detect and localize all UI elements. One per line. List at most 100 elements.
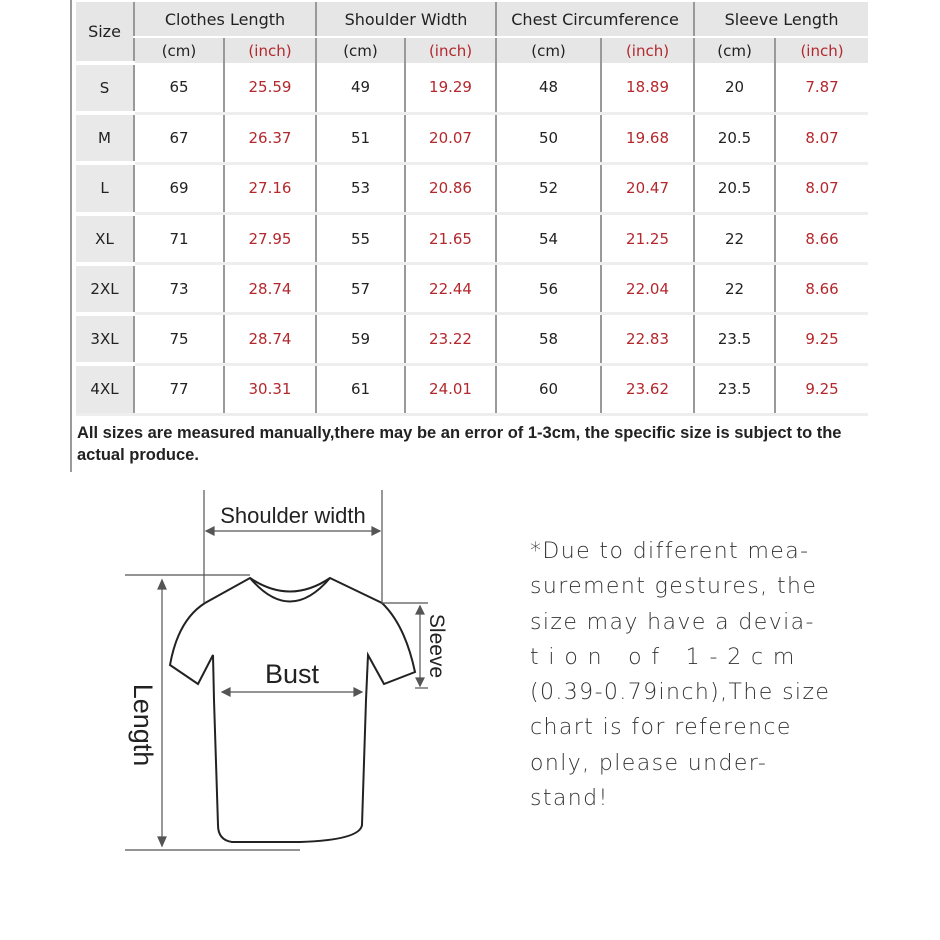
cm-value: 22 [693,213,776,264]
disclaimer-line: chart is for reference [530,715,792,741]
cm-value: 75 [133,313,224,365]
cm-value: 73 [133,263,224,314]
measurement-note: All sizes are measured manually,there ma… [77,424,842,464]
size-chart-table: Size Clothes Length Shoulder Width Chest… [76,2,869,416]
unit-cm-header: (cm) [693,37,776,63]
inch-value: 8.07 [774,163,869,214]
table-row: XL 71 27.95 55 21.65 54 21.25 22 8.66 [76,211,869,264]
table-row: L 69 27.16 53 20.86 52 20.47 20.5 8.07 [76,161,869,214]
cm-value: 60 [495,364,602,415]
group-header: Shoulder Width [314,2,497,38]
table-row: M 67 26.37 51 20.07 50 19.68 20.5 8.07 [76,111,869,164]
inch-value: 22.83 [600,313,695,365]
inch-value: 27.16 [223,163,316,214]
cm-value: 71 [133,213,224,264]
cm-value: 52 [495,163,602,214]
tshirt-outline [168,576,417,843]
unit-cm-header: (cm) [133,37,224,63]
inch-value: 30.31 [223,364,316,415]
unit-cm-header: (cm) [495,37,602,63]
cm-value: 58 [495,313,602,365]
inch-value: 25.59 [223,63,316,114]
inch-value: 8.66 [774,213,869,264]
cm-value: 53 [315,163,405,214]
disclaimer-text: *Due to different mea-surement gestures,… [530,534,830,816]
size-header: Size [76,2,134,64]
cm-value: 50 [495,113,602,164]
unit-cm-header: (cm) [315,37,405,63]
inch-value: 28.74 [223,263,316,314]
cm-value: 48 [495,63,602,114]
cm-value: 51 [315,113,405,164]
inch-value: 8.07 [774,113,869,164]
inch-value: 7.87 [774,63,869,114]
disclaimer-line: t i o n o f 1 - 2 c m [530,644,796,670]
inch-value: 24.01 [403,364,497,415]
inch-value: 27.95 [223,213,316,264]
disclaimer-line: (0.39-0.79inch),The size [530,680,831,706]
bust-label: Bust [265,659,320,689]
cm-value: 61 [315,364,405,415]
inch-value: 26.37 [223,113,316,164]
table-row: 2XL 73 28.74 57 22.44 56 22.04 22 8.66 [76,261,869,314]
size-cell: 4XL [76,362,134,415]
disclaimer-line: only, please under- [530,750,768,776]
cm-value: 22 [693,263,776,314]
inch-value: 22.44 [403,263,497,314]
inch-value: 9.25 [774,313,869,365]
size-cell: 2XL [76,261,134,314]
group-header: Sleeve Length [693,2,869,38]
inch-value: 8.66 [774,263,869,314]
length-label: Length [128,684,158,767]
inch-value: 22.04 [600,263,695,314]
unit-inch-header: (inch) [223,37,316,63]
unit-inch-header: (inch) [403,37,497,63]
cm-value: 67 [133,113,224,164]
inch-value: 19.68 [600,113,695,164]
cm-value: 55 [315,213,405,264]
unit-inch-header: (inch) [600,37,695,63]
cm-value: 49 [315,63,405,114]
size-cell: 3XL [76,311,134,365]
inch-value: 28.74 [223,313,316,365]
table-row: 3XL 75 28.74 59 23.22 58 22.83 23.5 9.25 [76,311,869,365]
inch-value: 18.89 [600,63,695,114]
table-row: 4XL 77 30.31 61 24.01 60 23.62 23.5 9.25 [76,362,869,415]
sleeve-label: Sleeve [425,614,448,678]
unit-inch-header: (inch) [774,37,869,63]
inch-value: 21.65 [403,213,497,264]
cm-value: 77 [133,364,224,415]
cm-value: 23.5 [693,364,776,415]
inch-value: 23.22 [403,313,497,365]
cm-value: 20.5 [693,163,776,214]
group-header: Clothes Length [133,2,316,38]
cm-value: 65 [133,63,224,114]
cm-value: 57 [315,263,405,314]
disclaimer-line: surement gestures, the [530,574,818,600]
cm-value: 56 [495,263,602,314]
shoulder-width-label: Shoulder width [220,503,366,528]
disclaimer-line: size may have a devia- [530,609,815,635]
cm-value: 59 [315,313,405,365]
size-cell: M [76,111,134,164]
left-border [70,0,72,472]
size-cell: L [76,161,134,214]
inch-value: 19.29 [403,63,497,114]
size-cell: XL [76,211,134,264]
inch-value: 20.47 [600,163,695,214]
cm-value: 20.5 [693,113,776,164]
inch-value: 21.25 [600,213,695,264]
cm-value: 23.5 [693,313,776,365]
inch-value: 20.07 [403,113,497,164]
disclaimer-line: stand! [530,786,609,812]
cm-value: 20 [693,63,776,114]
group-header: Chest Circumference [495,2,695,38]
inch-value: 20.86 [403,163,497,214]
table-row: S 65 25.59 49 19.29 48 18.89 20 7.87 [76,60,869,114]
inch-value: 9.25 [774,364,869,415]
cm-value: 69 [133,163,224,214]
cm-value: 54 [495,213,602,264]
disclaimer-line: *Due to different mea- [530,539,810,564]
size-cell: S [76,60,134,114]
